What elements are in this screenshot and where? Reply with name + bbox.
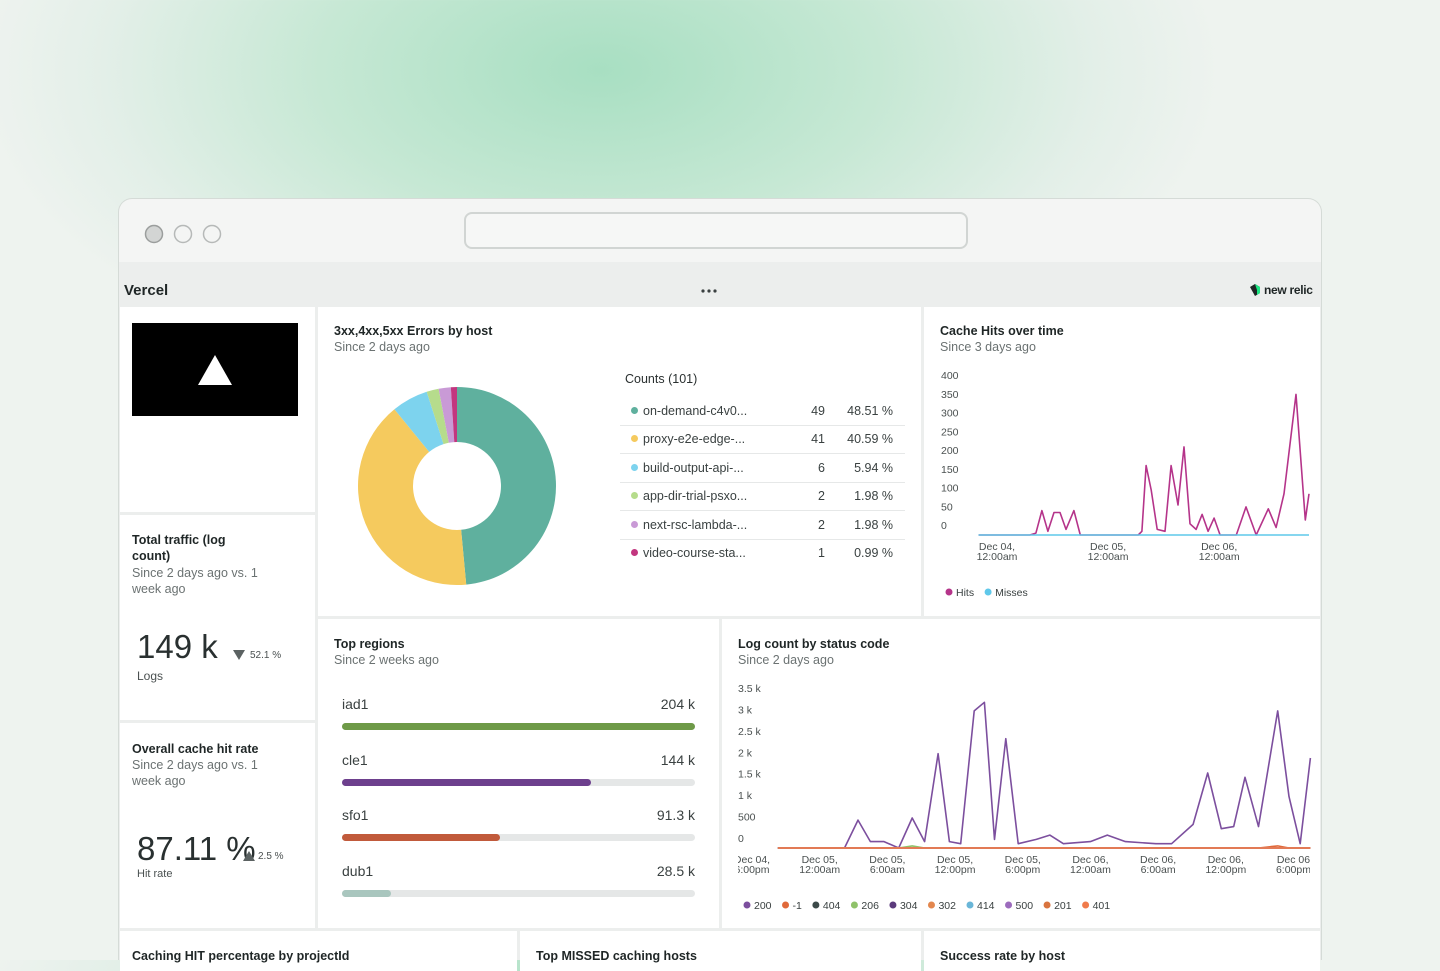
bar-value: 204 k [660,696,695,712]
kpi-value: 87.11 % [137,830,256,867]
count: 49 [811,404,825,418]
legend-label: build-output-api-... [643,460,744,475]
legend-label: video-course-sta... [643,546,746,560]
kpi-value: 149 k [137,628,218,665]
bar-value: 28.5 k [656,863,695,880]
percent: 0.99 % [854,546,893,560]
bar-track [342,834,695,842]
panel-title: Top regions [334,637,405,651]
legend-row: proxy-e2e-edge-... 41 40.59 % [620,425,905,455]
panel-title: Cache Hits over time [940,324,1064,338]
panel-subtitle: Since 2 days ago vs. 1 week ago [132,758,258,788]
legend-dot [631,549,638,556]
bar-label: sfo1 [342,807,369,824]
panel-title: Log count by status code [738,637,890,651]
legend-dot [631,520,638,528]
percent: 48.51 % [847,404,893,418]
app-title: Vercel [124,282,169,299]
legend-label: on-demand-c4v0... [643,404,748,418]
count: 41 [811,432,825,447]
legend-row: on-demand-c4v0... 49 48.51 % [620,397,905,426]
legend-dot [631,435,638,443]
bar [342,890,392,898]
legend-label: proxy-e2e-edge-... [643,432,746,447]
bar [342,778,592,786]
panel-subtitle: Since 2 weeks ago [334,653,439,667]
legend-label: next-rsc-lambda-... [643,517,748,532]
bar-label: cle1 [342,751,368,768]
panel-title: Overall cache hit rate [132,742,259,756]
legend-dot [631,407,638,414]
bar-label: dub1 [342,863,374,880]
count: 6 [818,460,825,475]
percent: 5.94 % [854,460,893,475]
bar-track [342,890,695,898]
panel-subtitle: Since 2 days ago [334,340,430,354]
panel-title: Total traffic (log count) [132,533,226,563]
legend-row: next-rsc-lambda-... 2 1.98 % [620,511,905,540]
legend-row: app-dir-trial-psxo... 2 1.98 % [620,482,905,512]
panel-subtitle: Since 2 days ago [738,653,834,667]
legend-label: app-dir-trial-psxo... [643,489,748,504]
bar-value: 144 k [660,751,695,768]
bar-label: iad1 [342,696,369,712]
brand: new relic [1264,283,1313,297]
kpi-change: 52.1 % [250,650,282,661]
kpi-panel [120,515,315,720]
kpi-panel [120,723,315,928]
kpi-change: 2.5 % [258,851,284,862]
panel-subtitle: Since 2 days ago vs. 1 week ago [132,566,258,596]
count: 2 [818,489,825,504]
kpi-unit: Logs [137,669,164,683]
bar-value: 91.3 k [656,807,695,824]
kpi-unit: Hit rate [137,868,173,880]
percent: 40.59 % [847,432,893,447]
legend-dot [631,463,638,471]
percent: 1.98 % [854,489,893,504]
bar-panel [318,619,719,928]
legend-row: video-course-sta... 1 0.99 % [620,539,905,567]
panel-subtitle: Since 3 days ago [940,340,1036,354]
address-bar[interactable] [464,212,968,249]
count: 1 [818,546,825,560]
bar [342,834,500,842]
legend-dot [631,492,638,500]
legend-title: Counts (101) [625,372,698,386]
bar [342,723,695,730]
legend-row: build-output-api-... 6 5.94 % [620,454,905,483]
percent: 1.98 % [854,517,893,532]
count: 2 [818,517,825,532]
panel-title: 3xx,4xx,5xx Errors by host [334,324,493,338]
